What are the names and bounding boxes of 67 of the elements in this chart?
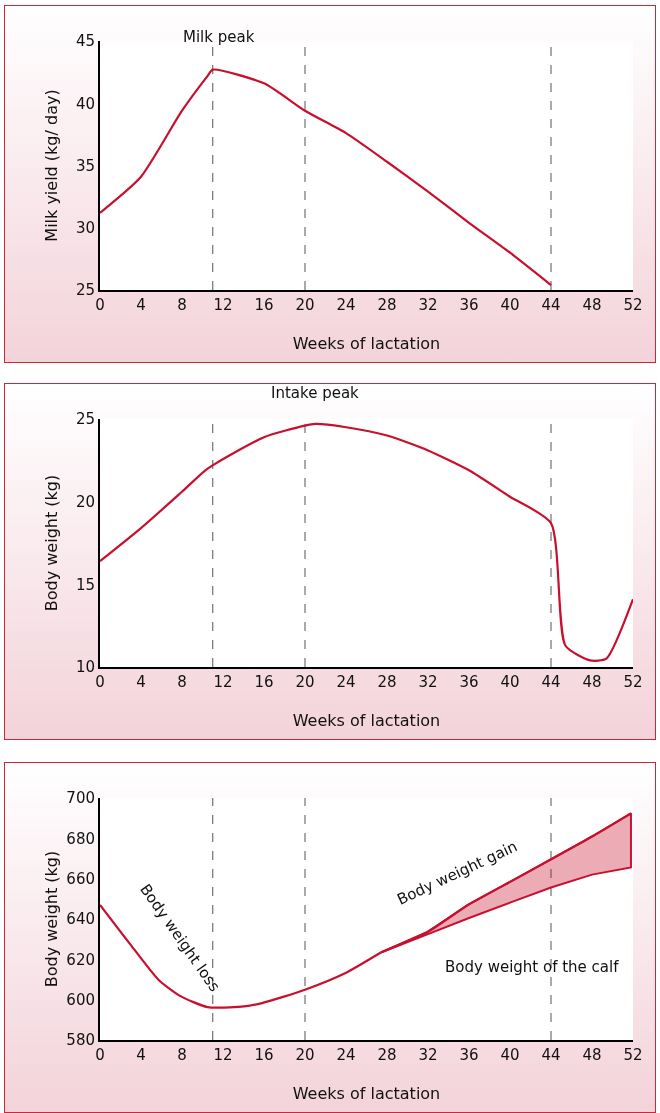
x-tick-label: 12 bbox=[213, 673, 233, 691]
x-tick-label: 52 bbox=[623, 673, 643, 691]
annotation: Milk peak bbox=[183, 28, 255, 46]
x-tick-label: 20 bbox=[295, 1046, 315, 1064]
x-tick-label: 16 bbox=[254, 296, 274, 314]
y-tick-label: 40 bbox=[75, 94, 95, 113]
y-axis-title: Milk yield (kg/ day) bbox=[42, 89, 61, 242]
x-tick-label: 44 bbox=[541, 1046, 561, 1064]
x-tick-label: 24 bbox=[336, 296, 356, 314]
x-tick-label: 40 bbox=[500, 1046, 520, 1064]
x-axis-title: Weeks of lactation bbox=[292, 711, 441, 730]
y-tick-label: 620 bbox=[66, 950, 95, 969]
y-tick-label: 640 bbox=[66, 910, 95, 929]
x-tick-label: 8 bbox=[177, 673, 187, 691]
x-axis-title: Weeks of lactation bbox=[292, 1084, 441, 1103]
x-tick-label: 32 bbox=[418, 1046, 438, 1064]
x-tick-label: 0 bbox=[95, 673, 105, 691]
annotation: Intake peak bbox=[271, 384, 360, 402]
x-tick-label: 44 bbox=[541, 673, 561, 691]
x-tick-label: 28 bbox=[377, 1046, 397, 1064]
x-tick-label: 4 bbox=[136, 673, 146, 691]
x-tick-label: 36 bbox=[459, 296, 479, 314]
x-axis-title: Weeks of lactation bbox=[292, 334, 441, 353]
x-tick-label: 24 bbox=[336, 1046, 356, 1064]
y-tick-label: 600 bbox=[66, 990, 95, 1009]
y-axis-title: Body weight (kg) bbox=[42, 474, 61, 612]
x-tick-label: 32 bbox=[418, 296, 438, 314]
y-axis-title: Body weight (kg) bbox=[42, 850, 61, 988]
annotation: Body weight of the calf bbox=[445, 958, 620, 976]
x-tick-label: 52 bbox=[623, 296, 643, 314]
y-tick-label: 700 bbox=[66, 789, 95, 808]
x-tick-label: 48 bbox=[582, 1046, 602, 1064]
y-tick-label: 20 bbox=[75, 492, 95, 511]
x-tick-label: 36 bbox=[459, 673, 479, 691]
x-tick-label: 32 bbox=[418, 673, 438, 691]
x-tick-label: 36 bbox=[459, 1046, 479, 1064]
x-tick-label: 0 bbox=[95, 296, 105, 314]
x-tick-label: 4 bbox=[136, 296, 146, 314]
x-tick-label: 4 bbox=[136, 1046, 146, 1064]
y-tick-label: 10 bbox=[75, 658, 95, 677]
x-tick-label: 24 bbox=[336, 673, 356, 691]
y-tick-label: 580 bbox=[66, 1031, 95, 1050]
x-tick-label: 40 bbox=[500, 296, 520, 314]
y-tick-label: 35 bbox=[75, 156, 95, 175]
x-tick-label: 40 bbox=[500, 673, 520, 691]
x-tick-label: 8 bbox=[177, 1046, 187, 1064]
x-tick-label: 28 bbox=[377, 296, 397, 314]
x-tick-label: 12 bbox=[213, 1046, 233, 1064]
y-tick-label: 660 bbox=[66, 869, 95, 888]
x-tick-label: 0 bbox=[95, 1046, 105, 1064]
x-tick-label: 20 bbox=[295, 673, 315, 691]
y-tick-label: 45 bbox=[75, 32, 95, 51]
x-tick-label: 48 bbox=[582, 296, 602, 314]
x-tick-label: 48 bbox=[582, 673, 602, 691]
y-tick-label: 680 bbox=[66, 829, 95, 848]
y-tick-label: 30 bbox=[75, 219, 95, 237]
x-tick-label: 52 bbox=[623, 1046, 643, 1064]
x-tick-label: 12 bbox=[213, 296, 233, 314]
x-tick-label: 20 bbox=[295, 296, 315, 314]
x-tick-label: 28 bbox=[377, 673, 397, 691]
y-tick-label: 25 bbox=[75, 410, 95, 429]
x-tick-label: 16 bbox=[254, 673, 274, 691]
x-tick-label: 8 bbox=[177, 296, 187, 314]
x-tick-label: 44 bbox=[541, 296, 561, 314]
y-tick-label: 25 bbox=[75, 281, 95, 300]
x-tick-label: 16 bbox=[254, 1046, 274, 1064]
y-tick-label: 15 bbox=[75, 575, 95, 594]
